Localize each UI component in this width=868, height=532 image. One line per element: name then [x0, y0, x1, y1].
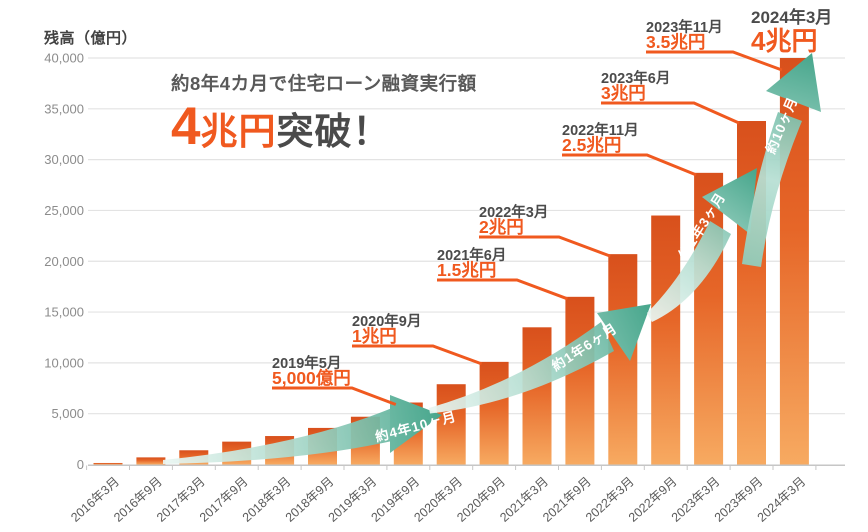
bar — [608, 254, 638, 465]
bar — [565, 296, 595, 465]
growth-arrow-body — [163, 408, 392, 464]
milestone-leader-line — [646, 50, 783, 72]
y-tick-label: 25,000 — [44, 203, 84, 218]
growth-arrow-head — [597, 304, 651, 361]
growth-arrow-head — [702, 168, 757, 234]
bar — [93, 462, 123, 465]
milestone-leader-line — [601, 101, 740, 125]
growth-arrow-body — [742, 112, 802, 267]
bar — [651, 215, 681, 465]
y-tick-label: 0 — [77, 457, 84, 472]
milestone-value: 2兆円 — [479, 217, 524, 237]
milestone-leader-line — [437, 278, 568, 301]
milestone-value: 5,000億円 — [272, 368, 351, 388]
chart-title-line1: 約8年4カ月で住宅ローン融資実行額 — [171, 73, 477, 94]
y-tick-label: 20,000 — [44, 254, 84, 269]
milestone-date: 2022年3月 — [479, 203, 548, 221]
bar — [136, 457, 166, 465]
growth-arrow-body — [429, 322, 614, 414]
bar — [522, 327, 552, 465]
milestone-value: 2.5兆円 — [562, 135, 621, 155]
y-tick-label: 30,000 — [44, 152, 84, 167]
bar — [694, 172, 724, 465]
milestone-date: 2023年11月 — [646, 18, 723, 36]
title-suffix: 突破！ — [276, 111, 391, 152]
title-highlight-unit: 兆円 — [200, 111, 277, 152]
bar — [479, 361, 509, 465]
y-tick-label: 35,000 — [44, 101, 84, 116]
bar — [436, 384, 466, 465]
milestone-leader-line — [272, 386, 397, 406]
milestone-date: 2019年5月 — [272, 354, 341, 372]
y-tick-label: 10,000 — [44, 355, 84, 370]
title-highlight-digit: 4 — [171, 97, 201, 156]
milestone-leader-line — [352, 344, 483, 366]
milestone-leader-line — [562, 153, 697, 177]
milestone-date: 2020年9月 — [352, 312, 421, 330]
chart-title-line2: 4 兆円 突破！ — [171, 100, 477, 153]
milestone-value: 3兆円 — [601, 83, 646, 103]
growth-arrow-head — [390, 395, 442, 453]
y-axis-label: 残高（億円） — [44, 30, 138, 47]
growth-arrow-body — [647, 221, 731, 322]
milestone-value: 4兆円 — [751, 26, 817, 56]
y-tick-label: 40,000 — [44, 51, 84, 66]
milestone-date: 2024年3月 — [751, 7, 832, 27]
y-tick-label: 15,000 — [44, 305, 84, 320]
milestone-value: 1兆円 — [352, 326, 397, 346]
milestone-value: 3.5兆円 — [646, 32, 705, 52]
chart-title: 約8年4カ月で住宅ローン融資実行額 4 兆円 突破！ — [171, 70, 477, 153]
milestone-leader-line — [479, 235, 611, 258]
milestone-value: 1.5兆円 — [437, 260, 496, 280]
growth-arrow-head — [766, 53, 821, 112]
y-tick-label: 5,000 — [51, 406, 84, 421]
milestone-date: 2023年6月 — [601, 69, 670, 87]
milestone-date: 2021年6月 — [437, 246, 506, 264]
milestone-date: 2022年11月 — [562, 121, 639, 139]
